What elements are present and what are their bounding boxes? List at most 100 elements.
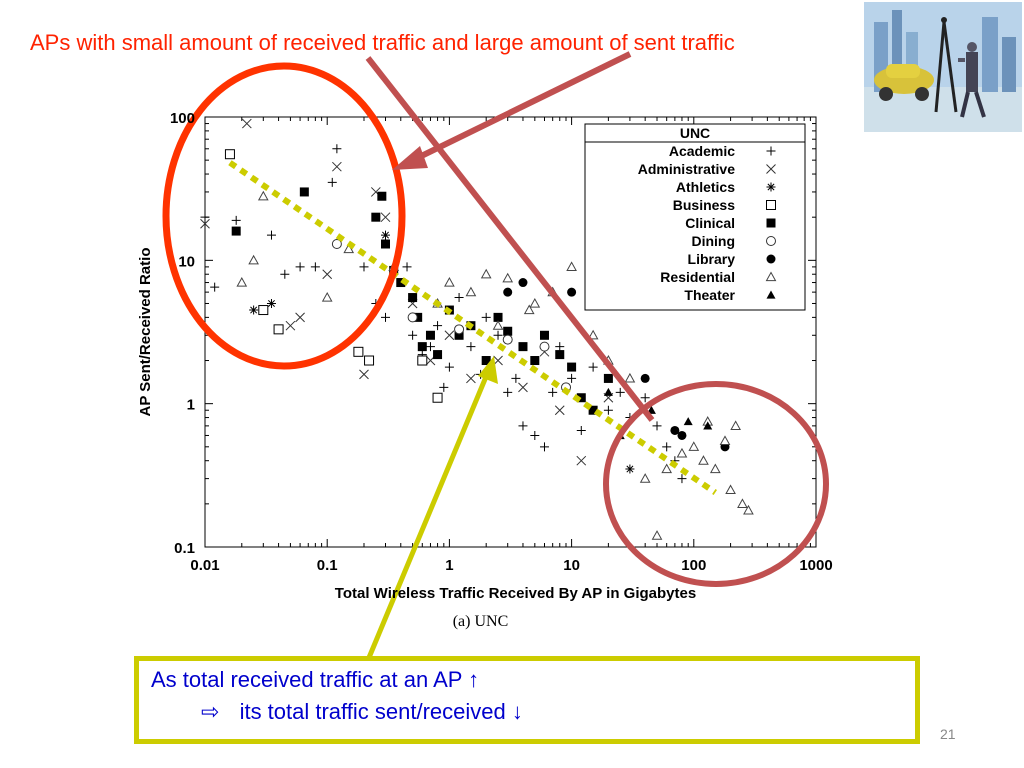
data-point [567, 287, 577, 297]
data-point [402, 262, 412, 272]
data-point [548, 387, 558, 397]
legend-marker [766, 164, 776, 174]
series-library [503, 278, 730, 452]
data-point [502, 272, 514, 283]
data-point [576, 393, 586, 403]
data-point [766, 290, 776, 299]
callout-line-2: its total traffic sent/received ↓ [239, 699, 523, 724]
y-tick-label: 1 [187, 397, 195, 414]
data-point [766, 200, 776, 210]
x-tick-label: 0.1 [317, 557, 338, 574]
data-point [359, 262, 369, 272]
data-point [408, 330, 418, 340]
slide-number: 21 [940, 726, 956, 742]
data-point [503, 287, 513, 297]
slide-title: APs with small amount of received traffi… [30, 30, 735, 55]
data-point [588, 405, 598, 415]
data-point [381, 312, 391, 322]
x-axis-label: Total Wireless Traffic Received By AP in… [335, 585, 696, 602]
data-point [493, 330, 503, 340]
data-point [480, 268, 492, 279]
data-point [266, 230, 276, 240]
data-point [359, 369, 369, 380]
data-point [266, 298, 276, 308]
legend-marker [765, 271, 777, 282]
y-tick-label: 100 [170, 110, 195, 127]
data-point [380, 212, 391, 223]
data-point [676, 447, 688, 458]
x-tick-label: 100 [681, 557, 706, 574]
legend-marker [766, 146, 776, 156]
data-point [224, 149, 235, 160]
data-point [396, 278, 406, 288]
data-point [639, 473, 651, 483]
data-point [518, 382, 528, 393]
x-tick-label: 10 [563, 557, 580, 574]
legend-label: Theater [684, 287, 735, 303]
data-point [466, 342, 476, 352]
data-point [766, 236, 776, 246]
data-point [408, 293, 418, 303]
data-point [615, 387, 625, 397]
data-point [511, 373, 521, 383]
data-point [454, 330, 464, 340]
data-point [530, 356, 540, 366]
data-point [200, 212, 210, 222]
y-tick-label: 0.1 [174, 540, 195, 557]
data-point [353, 346, 364, 357]
data-point [332, 161, 342, 172]
legend-label: Business [673, 197, 735, 213]
data-point [364, 355, 375, 366]
title-arrow-left [403, 51, 632, 167]
data-point [433, 321, 443, 331]
data-point [555, 342, 565, 352]
data-point [670, 425, 680, 435]
x-tick-label: 0.01 [190, 557, 219, 574]
data-point [331, 239, 342, 250]
highlight-ellipse-left [162, 62, 406, 370]
data-point [677, 474, 687, 484]
legend-label: Athletics [676, 179, 735, 195]
data-point [481, 356, 491, 366]
data-point [454, 324, 465, 335]
data-point [200, 218, 210, 229]
data-point [576, 425, 586, 435]
legend-marker [766, 236, 776, 246]
data-point [709, 463, 721, 474]
arrowhead-icon [478, 356, 498, 384]
trend-line [228, 160, 718, 495]
data-point [766, 218, 776, 228]
data-point [640, 393, 650, 403]
data-point [725, 484, 736, 495]
arrowhead-icon [392, 146, 428, 170]
data-point [444, 362, 454, 372]
data-point [248, 254, 259, 265]
data-point [688, 441, 700, 451]
legend-label: Library [688, 251, 736, 267]
data-point [299, 187, 309, 197]
data-point [444, 277, 455, 287]
data-point [576, 455, 587, 466]
data-point [539, 341, 550, 352]
data-point [332, 144, 342, 154]
data-point [719, 435, 731, 445]
data-point [425, 342, 435, 352]
data-point [371, 212, 381, 222]
legend-label: Academic [669, 143, 735, 159]
data-point [257, 190, 269, 201]
city-photo [864, 2, 1022, 132]
data-point [231, 226, 241, 236]
data-point [413, 312, 423, 322]
data-point [661, 463, 673, 474]
data-point [381, 230, 391, 240]
data-point [454, 293, 464, 303]
arrow-right-icon: ⇨ [201, 699, 220, 724]
data-point [651, 530, 663, 540]
data-point [327, 177, 337, 187]
data-point [465, 286, 477, 297]
data-point [381, 239, 391, 249]
data-point [523, 304, 535, 315]
data-point [295, 312, 305, 323]
callout-arrow [365, 371, 491, 661]
